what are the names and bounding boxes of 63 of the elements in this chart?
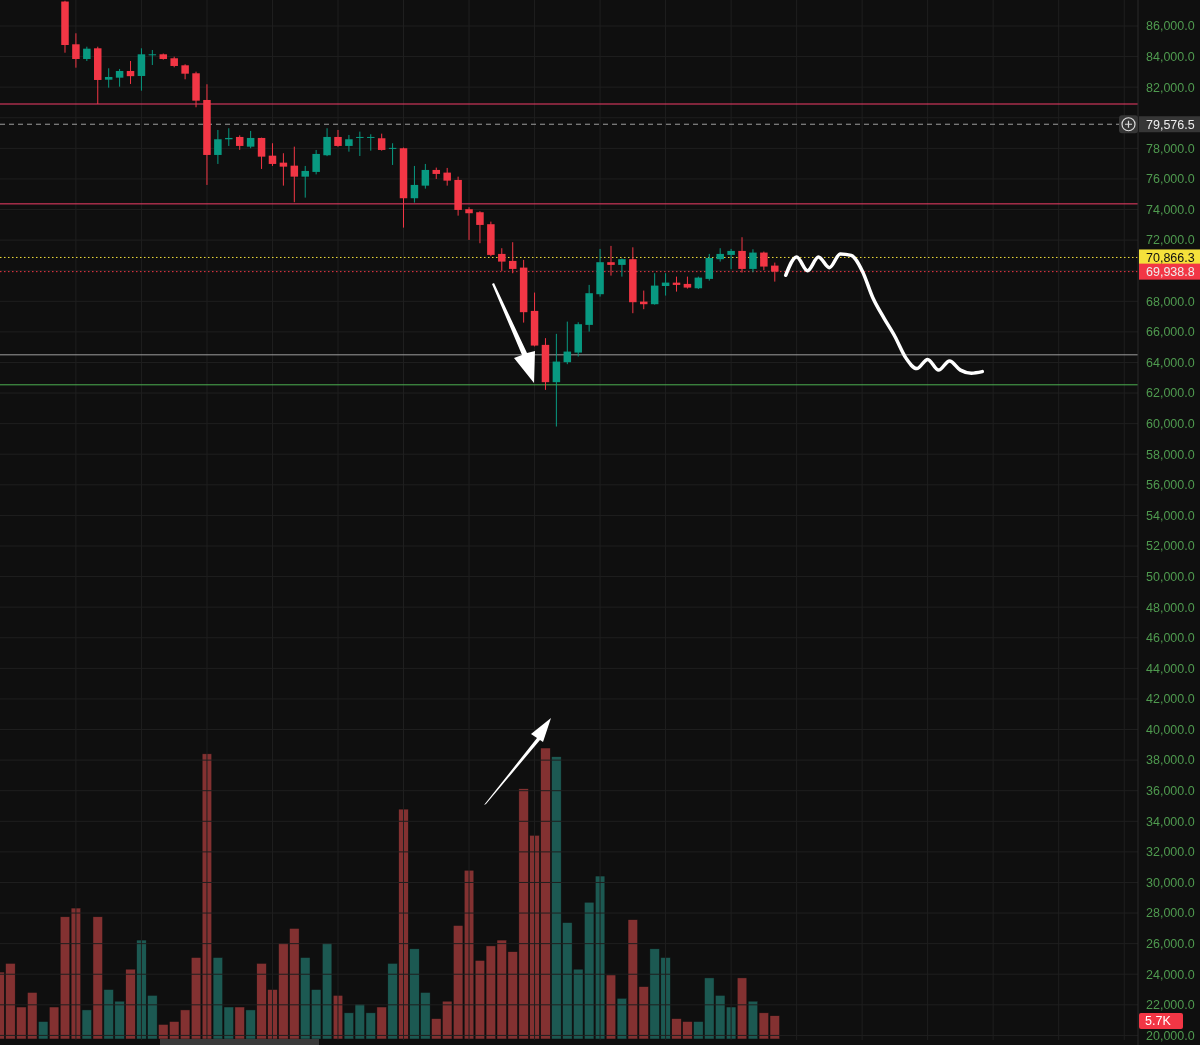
y-tick-label: 40,000.0 (1146, 722, 1195, 737)
y-tick-label: 72,000.0 (1146, 233, 1195, 248)
y-tick-label: 78,000.0 (1146, 141, 1195, 156)
y-tick-label: 30,000.0 (1146, 875, 1195, 890)
y-tick-label: 48,000.0 (1146, 600, 1195, 615)
y-tick-label: 42,000.0 (1146, 692, 1195, 707)
ref-line-label: 70,866.3 (1146, 250, 1195, 265)
candlestick (749, 248, 757, 273)
y-tick-label: 56,000.0 (1146, 478, 1195, 493)
candlestick (290, 146, 299, 203)
y-tick-label: 64,000.0 (1146, 355, 1195, 370)
y-tick-label: 60,000.0 (1146, 417, 1195, 432)
candlestick (257, 137, 266, 170)
y-tick-label: 76,000.0 (1146, 172, 1195, 187)
y-tick-label: 74,000.0 (1146, 202, 1195, 217)
candlestick (650, 272, 659, 306)
y-tick-label: 28,000.0 (1146, 906, 1195, 921)
y-tick-label: 46,000.0 (1146, 631, 1195, 646)
y-tick-label: 62,000.0 (1146, 386, 1195, 401)
ref-line-label: 79,576.5 (1146, 117, 1195, 132)
candlestick (410, 165, 419, 204)
candlestick (367, 133, 375, 152)
candlestick (279, 152, 288, 187)
candlestick (356, 131, 364, 157)
ref-line-label: 69,938.8 (1146, 265, 1195, 280)
candlestick (312, 149, 320, 175)
candlestick (476, 210, 484, 244)
y-tick-label: 36,000.0 (1146, 784, 1195, 799)
y-tick-label: 58,000.0 (1146, 447, 1195, 462)
y-tick-label: 50,000.0 (1146, 569, 1195, 584)
y-tick-label: 68,000.0 (1146, 294, 1195, 309)
y-tick-label: 20,000.0 (1146, 1028, 1195, 1043)
candlestick (126, 60, 135, 85)
y-tick-label: 52,000.0 (1146, 539, 1195, 554)
y-tick-label: 26,000.0 (1146, 937, 1195, 952)
y-tick-label: 34,000.0 (1146, 814, 1195, 829)
y-tick-label: 66,000.0 (1146, 325, 1195, 340)
y-tick-label: 44,000.0 (1146, 661, 1195, 676)
candlestick (465, 206, 473, 241)
candlestick (137, 47, 146, 92)
candlestick (72, 32, 80, 69)
y-tick-label: 54,000.0 (1146, 508, 1195, 523)
candlestick (552, 333, 561, 428)
y-tick-label: 84,000.0 (1146, 49, 1195, 64)
y-tick-label: 32,000.0 (1146, 845, 1195, 860)
candlestick (104, 67, 113, 89)
candlestick (727, 248, 735, 270)
text: 5.7K (1145, 1014, 1172, 1029)
y-tick-label: 38,000.0 (1146, 753, 1195, 768)
candlestick (323, 127, 331, 157)
candlestick (345, 134, 353, 153)
candlestick (301, 165, 309, 199)
candlestick (334, 129, 342, 148)
y-tick-label: 22,000.0 (1146, 998, 1195, 1013)
candlestick (214, 129, 222, 165)
y-tick-label: 82,000.0 (1146, 80, 1195, 95)
candlestick (421, 163, 430, 190)
y-tick-label: 86,000.0 (1146, 19, 1195, 34)
y-tick-label: 24,000.0 (1146, 967, 1195, 982)
candlestick (618, 257, 626, 278)
candlestick (268, 142, 277, 167)
candlestick (705, 253, 714, 282)
line-series (783, 252, 985, 375)
